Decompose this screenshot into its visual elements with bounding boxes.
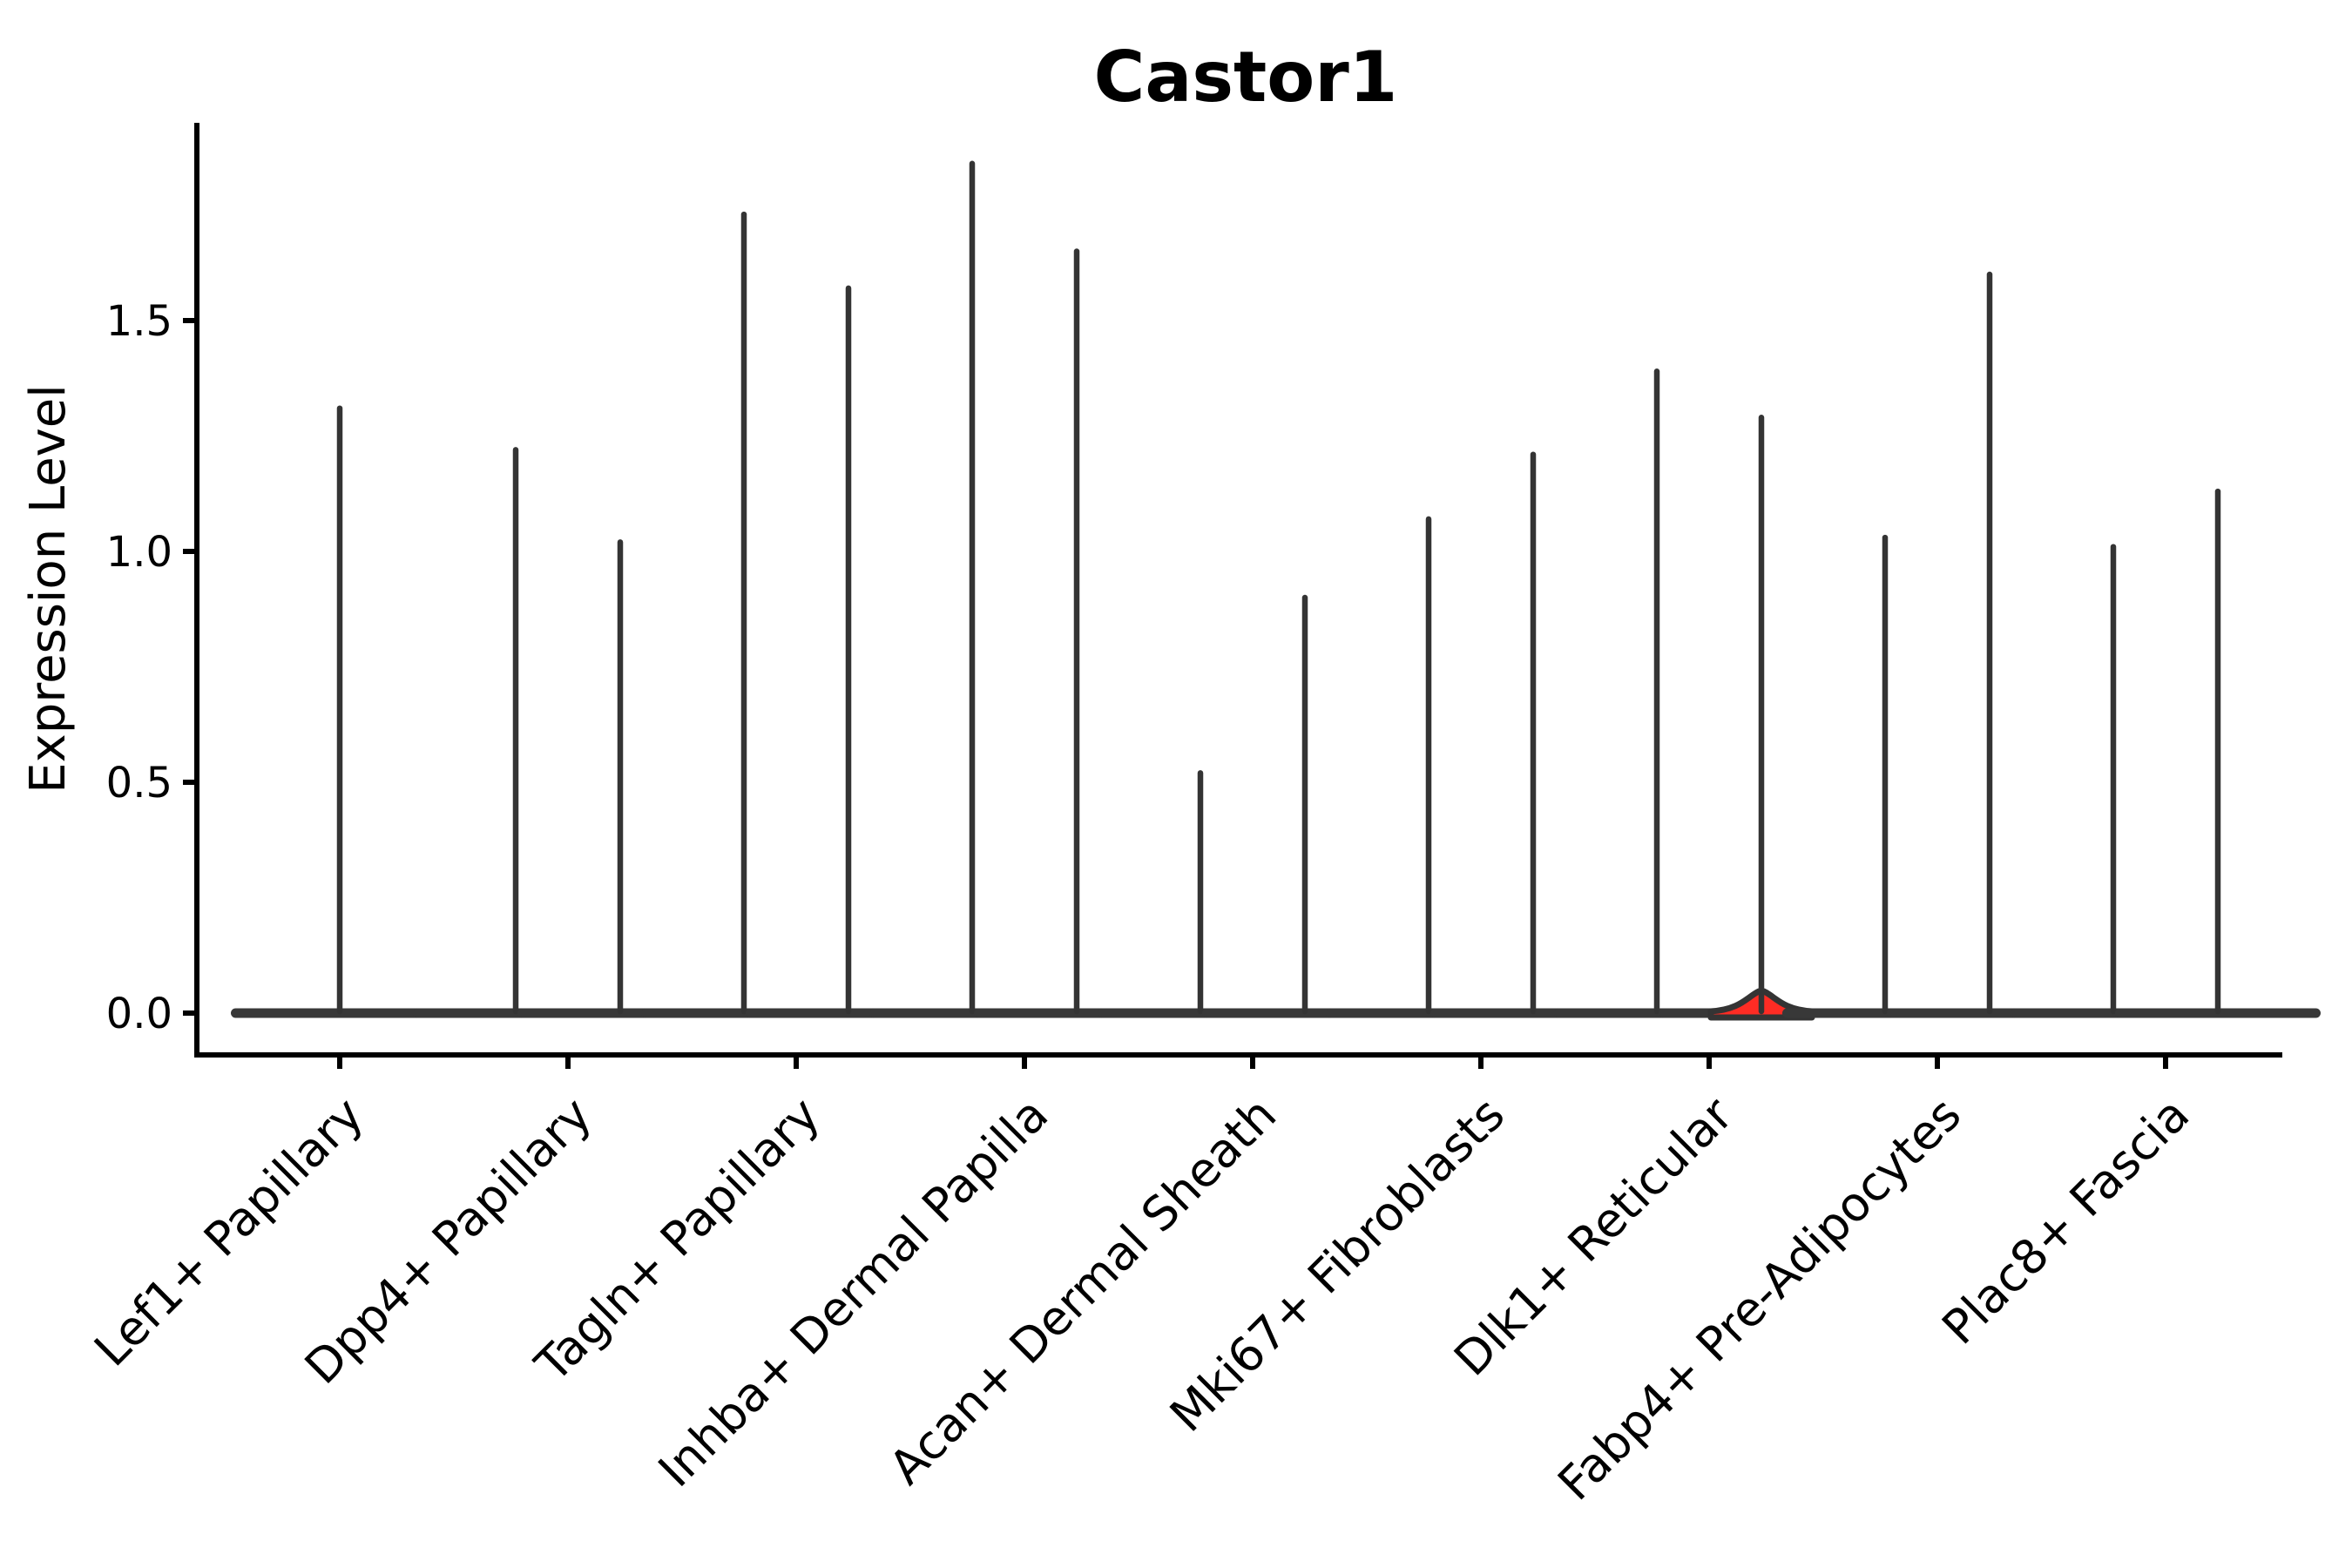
chart-title: Castor1 [1094, 37, 1398, 118]
y-tick-label: 0.0 [106, 990, 172, 1038]
y-tick-label: 0.5 [106, 759, 172, 808]
y-axis-label: Expression Level [20, 384, 77, 794]
x-tick-label: Acan+ Dermal Sheath [879, 1087, 1287, 1495]
y-tick-label: 1.5 [106, 297, 172, 346]
x-tick-label: Fabp4+ Pre-Adipocytes [1547, 1087, 1971, 1511]
y-tick-label: 1.0 [106, 528, 172, 577]
x-tick-label: Plac8+ Fascia [1931, 1087, 2200, 1355]
x-tick-label: Inhba+ Dermal Papilla [648, 1087, 1058, 1497]
